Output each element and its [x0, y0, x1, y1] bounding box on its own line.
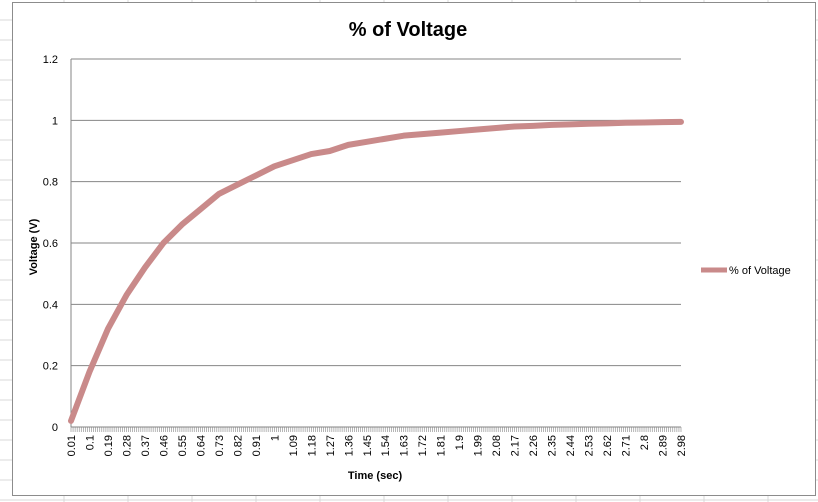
x-tick-label: 0.82 [232, 435, 244, 456]
x-tick-label: 1.54 [380, 435, 392, 456]
x-tick-label: 2.62 [602, 435, 614, 456]
line-chart: % of Voltage 00.20.40.60.811.2 0.01 0.1 0.… [28, 19, 791, 482]
x-tick-label: 1 [269, 435, 281, 441]
y-axis-label: Voltage (V) [28, 218, 40, 275]
x-tick-label: 2.71 [621, 435, 633, 456]
x-tick-label: 1.27 [325, 435, 337, 456]
x-tick-label: 0.64 [195, 435, 207, 456]
chart-area[interactable]: % of Voltage 0 0.2 0.4 0.6 0.8 1 1.2 0.01 0.1 0.… [12, 2, 816, 496]
x-tick-label: 2.53 [584, 435, 596, 456]
y-tick-label: 0.6 [43, 238, 58, 250]
x-tick-label: 1.9 [454, 435, 466, 450]
x-tick-label: 1.81 [436, 435, 448, 456]
y-tick-label: 0 [52, 422, 58, 434]
x-tick-label: 2.8 [639, 435, 651, 450]
x-tick-label: 2.35 [547, 435, 559, 456]
x-tick-label: 0.55 [177, 435, 189, 456]
x-tick-label: 2.17 [510, 435, 522, 456]
x-axis-minor-ticks [70, 427, 682, 432]
legend-entry-label: % of Voltage [729, 265, 791, 277]
y-tick-label: 0.8 [43, 177, 58, 189]
series-line [68, 118, 684, 424]
x-axis-label: Time (sec) [348, 470, 403, 482]
x-tick-label: 0.19 [103, 435, 115, 456]
x-tick-label: 0.73 [214, 435, 226, 456]
x-tick-label: 1.63 [399, 435, 411, 456]
x-tick-label: 1.09 [288, 435, 300, 456]
x-tick-label: 0.46 [158, 435, 170, 456]
legend[interactable]: % of Voltage [701, 265, 791, 277]
y-axis-ticks: 0 0.2 0.4 0.6 0.8 1 1.2 [43, 54, 58, 434]
y-tick-label: 1.2 [43, 54, 58, 66]
x-tick-label: 2.98 [676, 435, 688, 456]
x-axis: 0.01 0.1 0.19 0.28 0.37 0.46 0.55 0.64 0.73 0.82 0… [66, 59, 688, 456]
series-layer [68, 118, 684, 424]
y-tick-label: 0.4 [43, 299, 58, 311]
chart-title: % of Voltage [349, 19, 468, 41]
x-tick-label: 0.01 [66, 435, 78, 456]
x-tick-label: 0.28 [121, 435, 133, 456]
x-tick-label: 2.89 [658, 435, 670, 456]
x-tick-label: 2.08 [491, 435, 503, 456]
x-tick-label: 2.26 [528, 435, 540, 456]
x-tick-label: 1.18 [306, 435, 318, 456]
x-tick-label: 1.36 [343, 435, 355, 456]
x-tick-label: 1.72 [417, 435, 429, 456]
y-tick-label: 0.2 [43, 361, 58, 373]
x-tick-label: 0.1 [84, 435, 96, 450]
x-tick-label: 0.37 [140, 435, 152, 456]
x-tick-label: 0.91 [251, 435, 263, 456]
gridlines [71, 58, 681, 367]
x-tick-label: 1.45 [362, 435, 374, 456]
x-tick-label: 1.99 [473, 435, 485, 456]
y-tick-label: 1 [52, 115, 58, 127]
x-tick-label: 2.44 [565, 435, 577, 456]
